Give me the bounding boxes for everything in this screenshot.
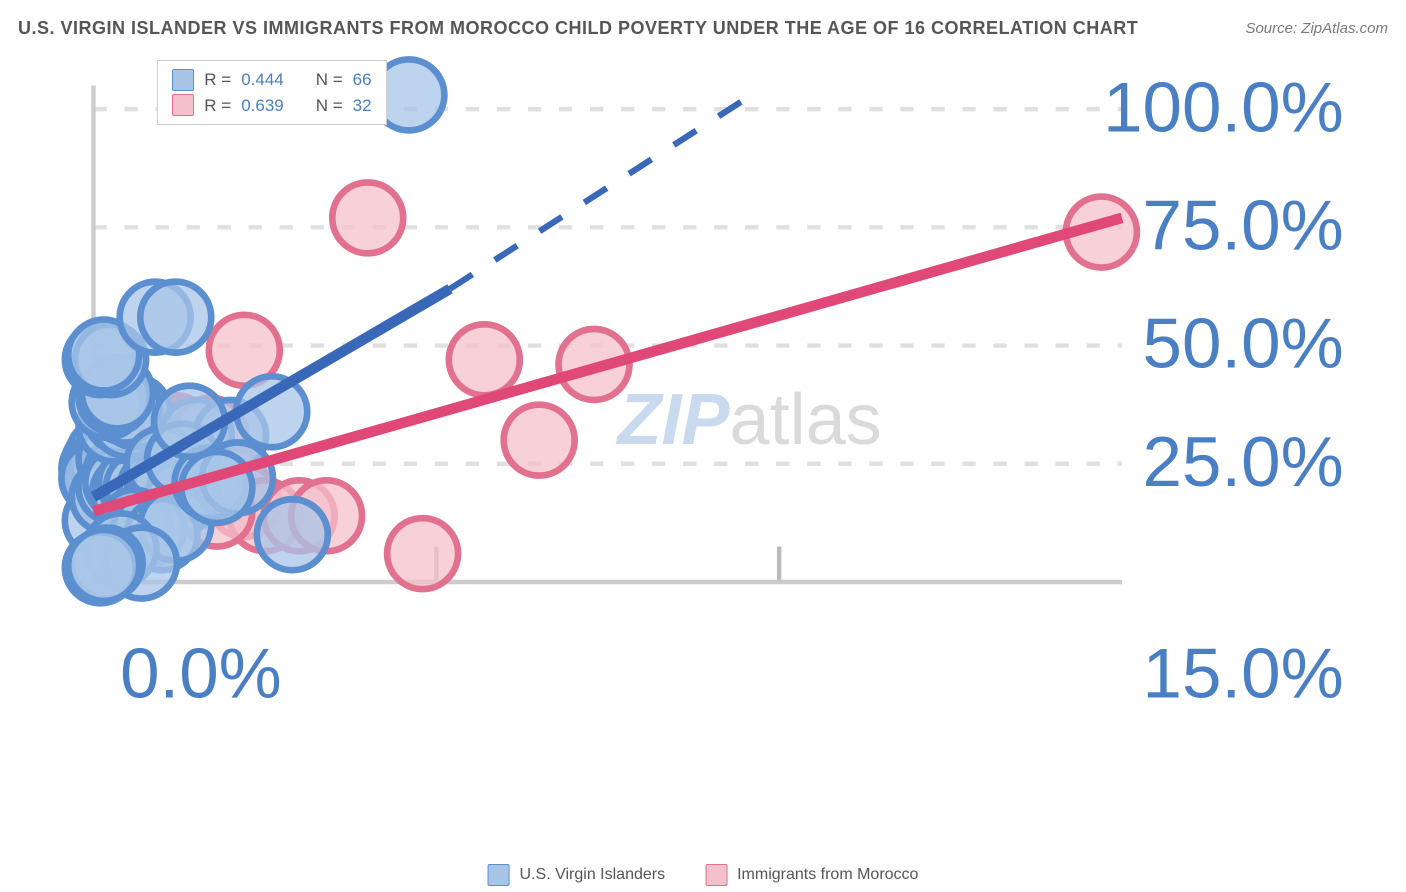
- svg-text:100.0%: 100.0%: [1103, 68, 1344, 147]
- series-legend-usvi: U.S. Virgin Islanders: [488, 864, 666, 886]
- series-legend: U.S. Virgin Islanders Immigrants from Mor…: [488, 864, 919, 886]
- series-legend-morocco: Immigrants from Morocco: [705, 864, 918, 886]
- correlation-legend: R = 0.444 N = 66 R = 0.639 N = 32: [157, 60, 386, 125]
- svg-text:0.0%: 0.0%: [120, 634, 282, 713]
- scatter-plot: 25.0% 50.0% 75.0% 100.0% 0.0% 15.0%: [58, 50, 1388, 715]
- legend-swatch: [488, 864, 510, 886]
- legend-swatch: [705, 864, 727, 886]
- legend-row-usvi: R = 0.444 N = 66: [172, 67, 371, 93]
- svg-text:15.0%: 15.0%: [1143, 634, 1344, 713]
- legend-row-morocco: R = 0.639 N = 32: [172, 93, 371, 119]
- series-label: U.S. Virgin Islanders: [520, 866, 666, 884]
- legend-swatch: [172, 94, 194, 116]
- series-label: Immigrants from Morocco: [737, 866, 918, 884]
- n-label: N =: [316, 93, 343, 119]
- r-value: 0.639: [241, 93, 284, 119]
- n-label: N =: [316, 67, 343, 93]
- legend-swatch: [172, 69, 194, 91]
- chart-area: Child Poverty Under the Age of 16 25.0%5…: [58, 50, 1388, 854]
- n-value: 32: [353, 93, 372, 119]
- svg-text:75.0%: 75.0%: [1143, 187, 1344, 266]
- n-value: 66: [353, 67, 372, 93]
- svg-text:50.0%: 50.0%: [1143, 305, 1344, 384]
- r-label: R =: [204, 67, 231, 93]
- source-label: Source: ZipAtlas.com: [1245, 20, 1388, 37]
- header-bar: U.S. VIRGIN ISLANDER VS IMMIGRANTS FROM …: [18, 18, 1388, 39]
- r-value: 0.444: [241, 67, 284, 93]
- chart-title: U.S. VIRGIN ISLANDER VS IMMIGRANTS FROM …: [18, 18, 1138, 39]
- r-label: R =: [204, 93, 231, 119]
- svg-text:25.0%: 25.0%: [1143, 423, 1344, 502]
